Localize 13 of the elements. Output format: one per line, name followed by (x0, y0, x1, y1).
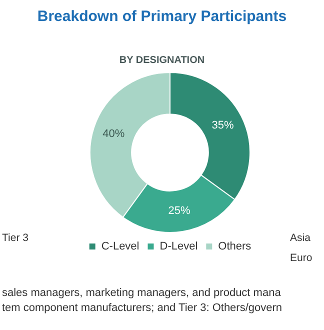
legend-label: Others (218, 240, 252, 253)
text: Euro (290, 252, 312, 264)
chart-title: Breakdown of Primary Participants (36, 8, 288, 25)
chart-subtitle: BY DESIGNATION (118, 55, 206, 66)
data-label: 25% (168, 205, 190, 217)
text: Asia (290, 232, 310, 244)
text: tem component manufacturers; and Tier 3: Others/govern (2, 302, 282, 314)
legend-label: C-Level (101, 240, 140, 253)
data-label: 40% (102, 128, 125, 140)
text: sales managers, marketing managers, and product mana (2, 287, 281, 299)
legend-label: D-Level (160, 240, 198, 253)
data-label: 35% (212, 120, 234, 132)
text: Tier 3 (2, 232, 28, 244)
